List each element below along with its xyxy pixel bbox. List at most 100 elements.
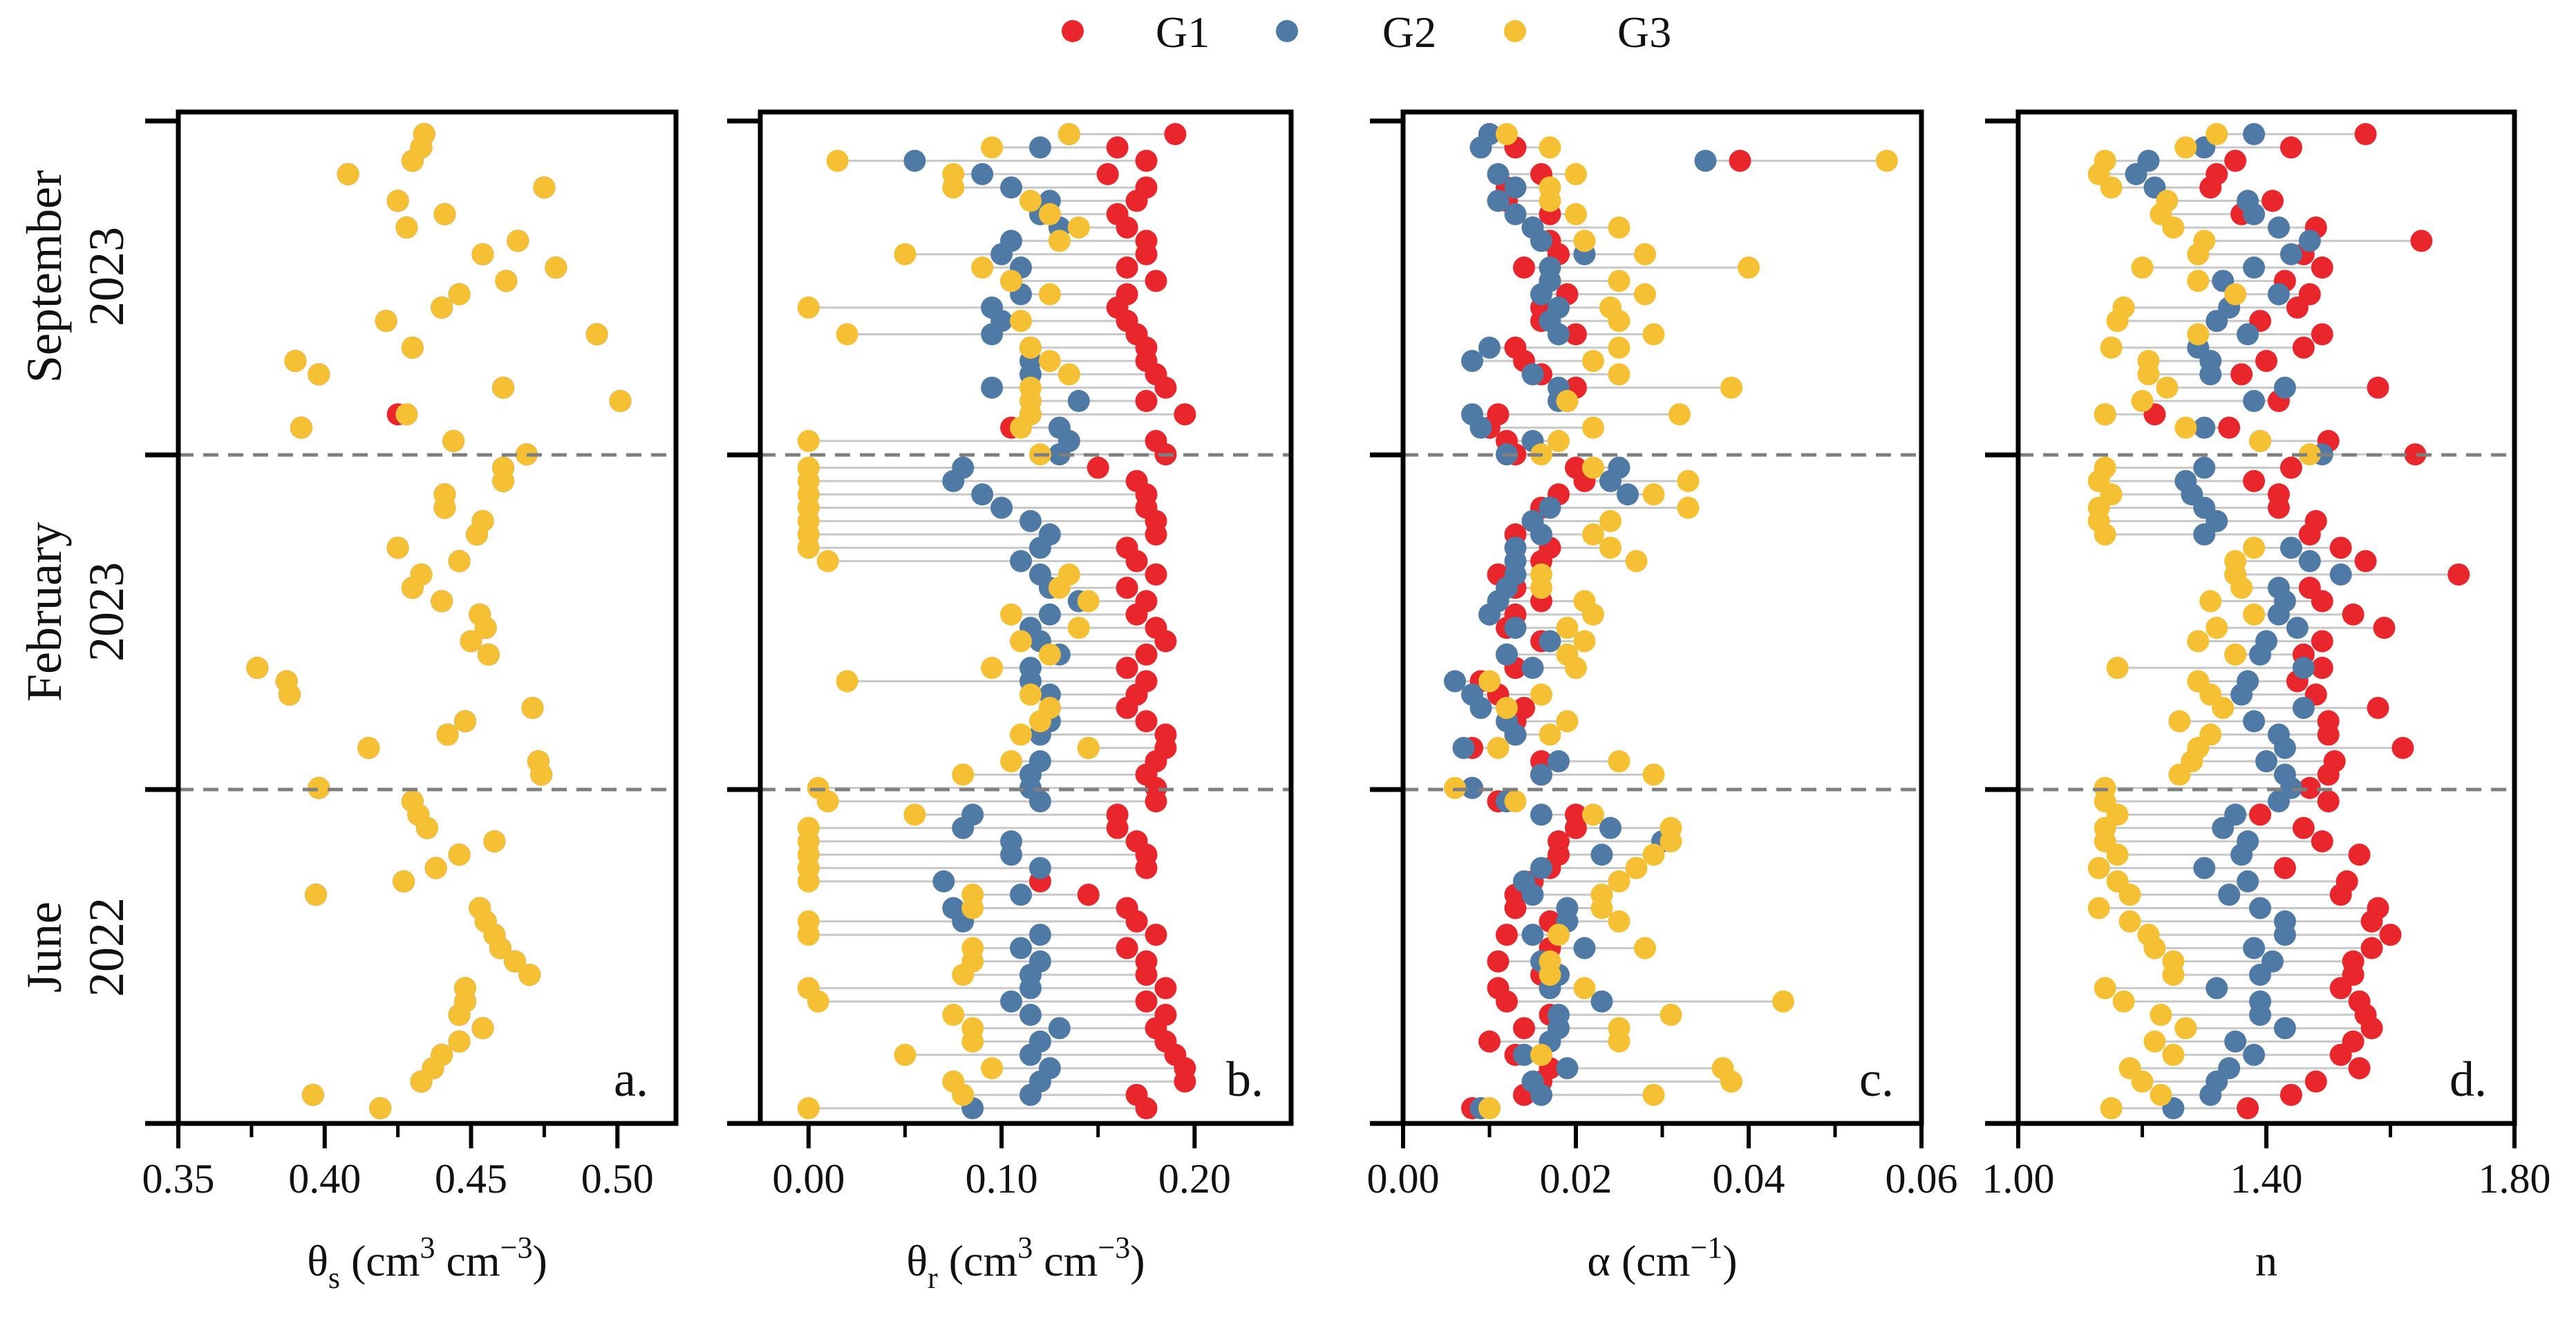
- point-g2: [981, 376, 1004, 399]
- point-g1: [2230, 363, 2253, 386]
- point-g3: [1634, 283, 1656, 306]
- point-g3: [2174, 136, 2197, 159]
- point-g2: [2243, 1043, 2266, 1066]
- point-g1: [2311, 590, 2333, 613]
- point-g1: [1106, 136, 1129, 159]
- point-g3: [357, 736, 380, 759]
- point-g3: [1530, 683, 1552, 706]
- point-g3: [1548, 924, 1570, 946]
- point-g2: [1461, 350, 1483, 373]
- point-g3: [1608, 336, 1630, 359]
- point-g3: [2106, 310, 2129, 333]
- point-g2: [1469, 416, 1492, 439]
- point-g3: [797, 1097, 820, 1119]
- point-g1: [2311, 256, 2333, 279]
- point-g2: [981, 323, 1004, 346]
- point-g3: [1625, 857, 1648, 879]
- point-g3: [1010, 416, 1033, 439]
- point-g3: [1772, 990, 1794, 1013]
- x-tick-label: 0.04: [1713, 1156, 1785, 1202]
- point-g3: [1478, 1097, 1501, 1119]
- point-g2: [1521, 924, 1544, 946]
- point-g2: [1504, 723, 1527, 746]
- x-axis-title: n: [2255, 1236, 2277, 1285]
- point-g3: [477, 643, 500, 666]
- point-g3: [1876, 149, 1898, 172]
- point-g3: [1608, 910, 1630, 933]
- point-g3: [471, 243, 494, 265]
- point-g2: [2267, 603, 2290, 626]
- point-g3: [1478, 670, 1501, 693]
- point-g3: [471, 1017, 494, 1040]
- connector-lines: [808, 133, 1185, 1110]
- point-g3: [1496, 123, 1518, 145]
- point-g1: [1496, 990, 1518, 1013]
- point-g2: [1548, 750, 1570, 773]
- point-g2: [1521, 657, 1544, 680]
- point-g1: [2279, 1083, 2302, 1106]
- point-g3: [1010, 310, 1033, 333]
- point-g3: [2143, 1030, 2166, 1053]
- point-g1: [1135, 963, 1158, 986]
- point-g2: [1010, 884, 1033, 906]
- point-g3: [2100, 1097, 2123, 1119]
- x-tick-label: 0.50: [581, 1156, 654, 1202]
- point-g3: [448, 550, 471, 572]
- point-g2: [1521, 363, 1544, 386]
- point-g3: [337, 162, 359, 185]
- point-g3: [1677, 469, 1700, 492]
- point-g2: [1478, 603, 1501, 626]
- point-g2: [2273, 736, 2296, 759]
- point-g3: [1000, 603, 1023, 626]
- point-g1: [1125, 550, 1148, 572]
- point-g2: [1478, 336, 1501, 359]
- point-g3: [454, 710, 477, 733]
- point-g1: [2348, 843, 2371, 866]
- point-g3: [431, 296, 453, 319]
- point-g1: [2267, 496, 2290, 519]
- point-g2: [1019, 1043, 1042, 1066]
- point-g2: [1694, 149, 1717, 172]
- point-g3: [305, 884, 328, 906]
- point-g3: [492, 469, 515, 492]
- point-g3: [2187, 323, 2210, 346]
- point-g2: [1521, 884, 1544, 906]
- point-g3: [961, 897, 984, 919]
- point-g2: [2237, 870, 2259, 893]
- point-g3: [1539, 136, 1561, 159]
- x-axis-title: θr (cm3 cm−3): [906, 1231, 1145, 1295]
- point-g1: [1135, 243, 1158, 265]
- point-g2: [2193, 523, 2216, 546]
- point-g3: [797, 296, 820, 319]
- point-g3: [1038, 203, 1061, 225]
- point-g3: [1057, 123, 1080, 145]
- point-g3: [942, 1003, 965, 1026]
- point-g2: [2279, 243, 2302, 265]
- point-g1: [2367, 696, 2389, 719]
- point-g3: [2206, 123, 2228, 145]
- x-tick-label: 0.02: [1540, 1156, 1613, 1202]
- point-g3: [2131, 1070, 2154, 1093]
- point-g3: [2187, 243, 2210, 265]
- point-g3: [894, 243, 916, 265]
- point-g3: [433, 496, 456, 519]
- point-g2: [1444, 670, 1466, 693]
- point-g1: [1154, 977, 1177, 1000]
- point-g2: [2298, 550, 2321, 572]
- point-g1: [2360, 910, 2383, 933]
- panel-letter: b.: [1226, 1052, 1263, 1107]
- point-g3: [2143, 937, 2166, 960]
- point-g1: [1164, 123, 1187, 145]
- point-g3: [386, 536, 409, 559]
- point-g3: [1530, 577, 1552, 599]
- point-g3: [1067, 617, 1090, 640]
- point-g2: [1487, 162, 1510, 185]
- point-g3: [2094, 403, 2116, 426]
- point-g1: [1116, 216, 1138, 239]
- point-g3: [836, 670, 858, 693]
- point-g3: [1590, 897, 1613, 919]
- point-g3: [952, 963, 975, 986]
- x-tick-label: 0.20: [1158, 1156, 1231, 1202]
- point-g2: [1469, 136, 1492, 159]
- point-g3: [1556, 710, 1579, 733]
